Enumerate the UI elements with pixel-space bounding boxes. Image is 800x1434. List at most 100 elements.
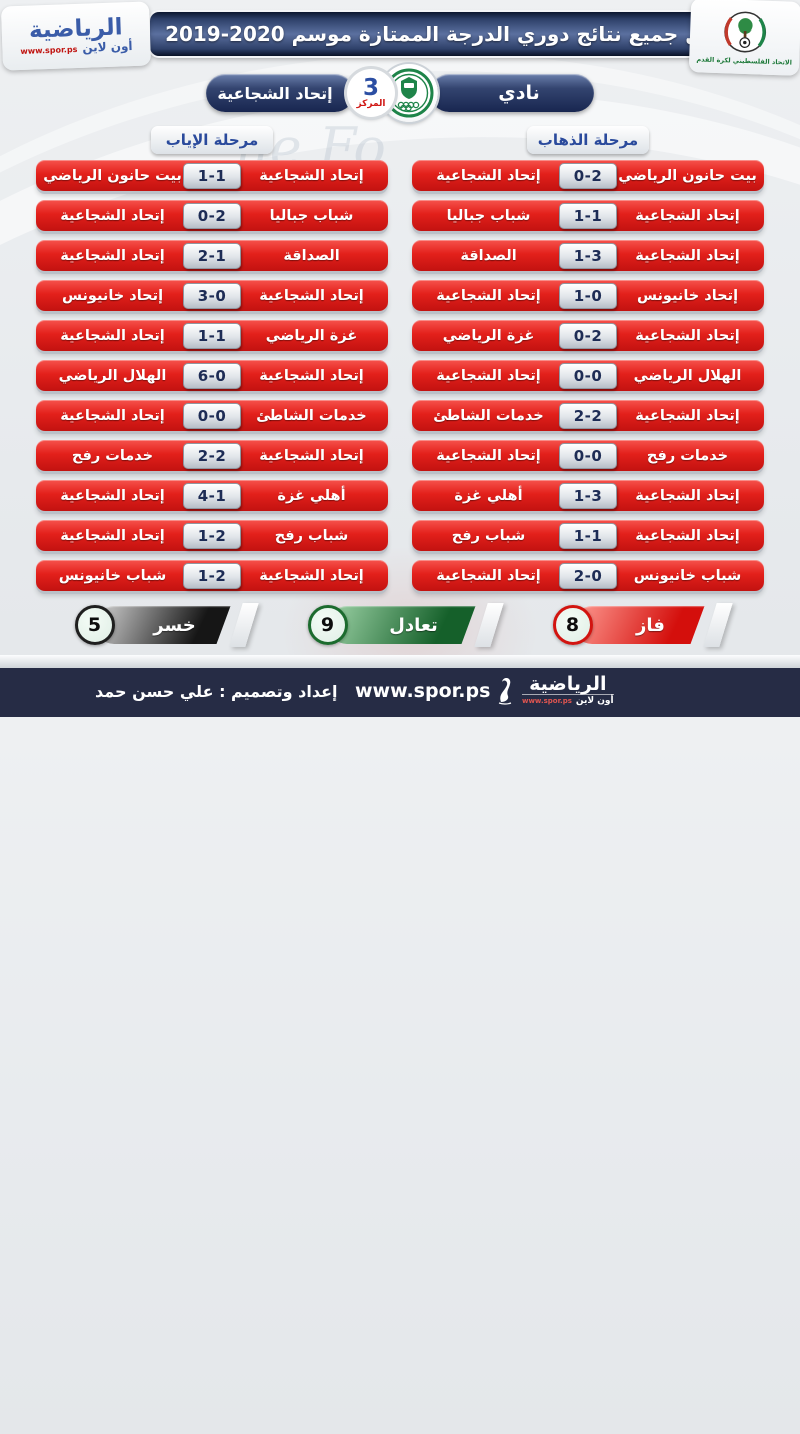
team-name-left: إتحاد الشجاعية [436, 167, 541, 184]
rank-label: المركز [356, 98, 386, 109]
score-box: 1-1 [183, 162, 241, 189]
second-leg-rows: إتحاد الشجاعية 1-1 بيت حانون الرياضي شبا… [36, 160, 388, 591]
match-row: شباب جباليا 0-2 إتحاد الشجاعية [36, 200, 388, 231]
score-box: 2-1 [183, 242, 241, 269]
brand-url: www.spor.ps [20, 44, 78, 56]
score-box: 2-0 [559, 562, 617, 589]
score-box: 1-1 [183, 322, 241, 349]
match-row: أهلي غزة 4-1 إتحاد الشجاعية [36, 480, 388, 511]
slash-icon [228, 603, 259, 647]
match-row: خدمات الشاطئ 0-0 إتحاد الشجاعية [36, 400, 388, 431]
slash-icon [702, 603, 733, 647]
team-name-right: إتحاد الشجاعية [635, 407, 740, 424]
legend-win-count: 8 [552, 605, 593, 645]
match-row: خدمات رفح 0-0 إتحاد الشجاعية [412, 440, 764, 471]
team-name-right: أهلي غزة [277, 487, 346, 504]
team-name-left: إتحاد الشجاعية [60, 327, 165, 344]
team-name-right: إتحاد الشجاعية [259, 287, 364, 304]
footer-brand-name: الرياضية [529, 673, 607, 695]
results-legend: 8 فاز 9 تعادل 5 خسر [0, 603, 800, 647]
team-name-right: خدمات رفح [646, 447, 729, 464]
first-leg-rows: بيت حانون الرياضي 0-2 إتحاد الشجاعية إتح… [412, 160, 764, 591]
column-header-first-leg: مرحلة الذهاب [527, 126, 649, 154]
team-name-left: أهلي غزة [454, 487, 523, 504]
team-name-left: غزة الرياضي [442, 327, 535, 344]
team-name-left: إتحاد الشجاعية [60, 487, 165, 504]
team-name-left: إتحاد الشجاعية [60, 247, 165, 264]
team-name-left: إتحاد الشجاعية [60, 207, 165, 224]
score-box: 1-0 [559, 282, 617, 309]
match-row: إتحاد الشجاعية 1-3 أهلي غزة [412, 480, 764, 511]
club-logo-icon [380, 64, 438, 122]
footer-bar: إعداد وتصميم : علي حسن حمد www.spor.ps ا… [0, 668, 800, 717]
team-name-left: إتحاد الشجاعية [60, 407, 165, 424]
score-box: 0-2 [559, 322, 617, 349]
column-second-leg: مرحلة الإياب إتحاد الشجاعية 1-1 بيت حانو… [36, 126, 388, 600]
score-box: 0-2 [559, 162, 617, 189]
score-box: 0-0 [183, 402, 241, 429]
score-box: 2-2 [559, 402, 617, 429]
match-row: إتحاد خانيونس 1-0 إتحاد الشجاعية [412, 280, 764, 311]
match-row: إتحاد الشجاعية 2-2 خدمات رفح [36, 440, 388, 471]
header-banner: جدول جميع نتائج دوري الدرجة الممتازة موس… [150, 12, 756, 56]
football-association-caption: الاتحاد الفلسطيني لكرة القدم [696, 54, 793, 67]
team-name-right: إتحاد الشجاعية [635, 247, 740, 264]
team-name-right: إتحاد الشجاعية [635, 487, 740, 504]
column-header-second-leg: مرحلة الإياب [151, 126, 273, 154]
team-name-left: خدمات رفح [71, 447, 154, 464]
legend-loss: 5 خسر [74, 603, 259, 647]
page-title: جدول جميع نتائج دوري الدرجة الممتازة موس… [165, 22, 741, 46]
team-name-right: شباب خانيونس [633, 567, 742, 584]
rank-circle: 3 المركز [347, 69, 395, 117]
brand-subtitle: أون لاين [82, 39, 133, 55]
legend-win-label: فاز [636, 614, 665, 636]
score-box: 4-1 [183, 482, 241, 509]
match-row: إتحاد الشجاعية 3-0 إتحاد خانيونس [36, 280, 388, 311]
rank-number: 3 [363, 74, 380, 101]
team-name-right: إتحاد الشجاعية [635, 527, 740, 544]
match-row: إتحاد الشجاعية 1-1 بيت حانون الرياضي [36, 160, 388, 191]
football-association-badge: الاتحاد الفلسطيني لكرة القدم [688, 0, 800, 76]
team-name-right: إتحاد الشجاعية [259, 447, 364, 464]
score-box: 6-0 [183, 362, 241, 389]
team-name-right: شباب رفح [274, 527, 349, 544]
brand-name: الرياضية [28, 14, 124, 44]
team-name-right: شباب جباليا [269, 207, 354, 224]
legend-loss-label: خسر [153, 614, 196, 636]
column-first-leg: مرحلة الذهاب بيت حانون الرياضي 0-2 إتحاد… [412, 126, 764, 600]
team-name-right: إتحاد الشجاعية [635, 327, 740, 344]
match-row: إتحاد الشجاعية 6-0 الهلال الرياضي [36, 360, 388, 391]
team-name-left: شباب جباليا [446, 207, 531, 224]
match-row: الهلال الرياضي 0-0 إتحاد الشجاعية [412, 360, 764, 391]
footer-brand-url: www.spor.ps [522, 697, 572, 705]
team-name-left: بيت حانون الرياضي [43, 167, 182, 184]
score-box: 1-3 [559, 482, 617, 509]
footer-brand-sub: أون لاين [575, 696, 614, 706]
team-name-right: الهلال الرياضي [633, 367, 742, 384]
team-name-right: إتحاد الشجاعية [635, 207, 740, 224]
club-word-pill: نادي [430, 74, 594, 112]
swan-icon [498, 678, 512, 705]
score-box: 1-2 [183, 522, 241, 549]
footer-brand: الرياضية أون لاين www.spor.ps [495, 674, 614, 706]
club-name-pill: إتحاد الشجاعية [206, 74, 354, 112]
legend-win: 8 فاز [552, 603, 733, 647]
team-name-left: شباب خانيونس [58, 567, 167, 584]
team-name-right: إتحاد الشجاعية [259, 167, 364, 184]
score-box: 3-0 [183, 282, 241, 309]
legend-draw-label: تعادل [389, 614, 438, 636]
team-name-left: الصداقة [460, 247, 517, 264]
match-row: بيت حانون الرياضي 0-2 إتحاد الشجاعية [412, 160, 764, 191]
team-name-left: الهلال الرياضي [58, 367, 167, 384]
spor-brand-badge: الرياضية أون لاين www.spor.ps [0, 1, 152, 71]
team-name-left: إتحاد خانيونس [61, 287, 164, 304]
legend-draw: 9 تعادل [307, 603, 504, 647]
score-box: 0-2 [183, 202, 241, 229]
slash-icon [473, 603, 504, 647]
match-row: غزة الرياضي 1-1 إتحاد الشجاعية [36, 320, 388, 351]
legend-loss-count: 5 [74, 605, 115, 645]
team-name-left: إتحاد الشجاعية [436, 447, 541, 464]
team-name-left: إتحاد الشجاعية [436, 287, 541, 304]
score-box: 1-1 [559, 202, 617, 229]
match-row: الصداقة 2-1 إتحاد الشجاعية [36, 240, 388, 271]
